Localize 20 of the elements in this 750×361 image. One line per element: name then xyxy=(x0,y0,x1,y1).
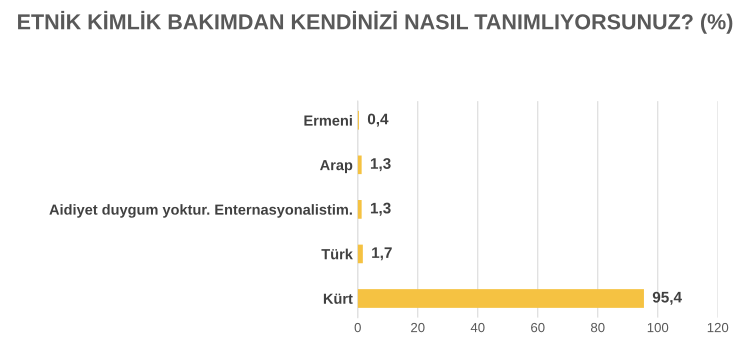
x-tick-label: 20 xyxy=(411,322,425,332)
bar xyxy=(358,289,644,308)
y-tick-label: Ermeni xyxy=(304,114,352,126)
chart-title: ETNİK KİMLİK BAKIMDAN KENDİNİZİ NASIL TANIMLIYORSUNUZ? (%) xyxy=(18,10,732,34)
x-tick-label: 40 xyxy=(470,322,485,332)
data-label: 1,3 xyxy=(370,202,391,216)
data-label: 0,4 xyxy=(368,114,388,127)
bar xyxy=(358,244,363,264)
data-label: 1,3 xyxy=(370,158,391,172)
data-label: 95,4 xyxy=(652,292,682,305)
x-tick-label: 80 xyxy=(590,322,605,332)
y-tick-label: Türk xyxy=(321,248,353,260)
x-tick-label: 100 xyxy=(648,322,668,332)
y-tick-label: Arap xyxy=(320,160,352,174)
x-tick-label: 120 xyxy=(708,322,728,332)
data-label: 1,7 xyxy=(372,247,392,260)
x-tick-label: 0 xyxy=(354,322,361,332)
y-tick-label: Kürt xyxy=(324,294,353,304)
y-tick-label: Aidiyet duygum yoktur. Enternasyonalistim. xyxy=(49,204,352,218)
x-tick-label: 60 xyxy=(531,322,545,332)
